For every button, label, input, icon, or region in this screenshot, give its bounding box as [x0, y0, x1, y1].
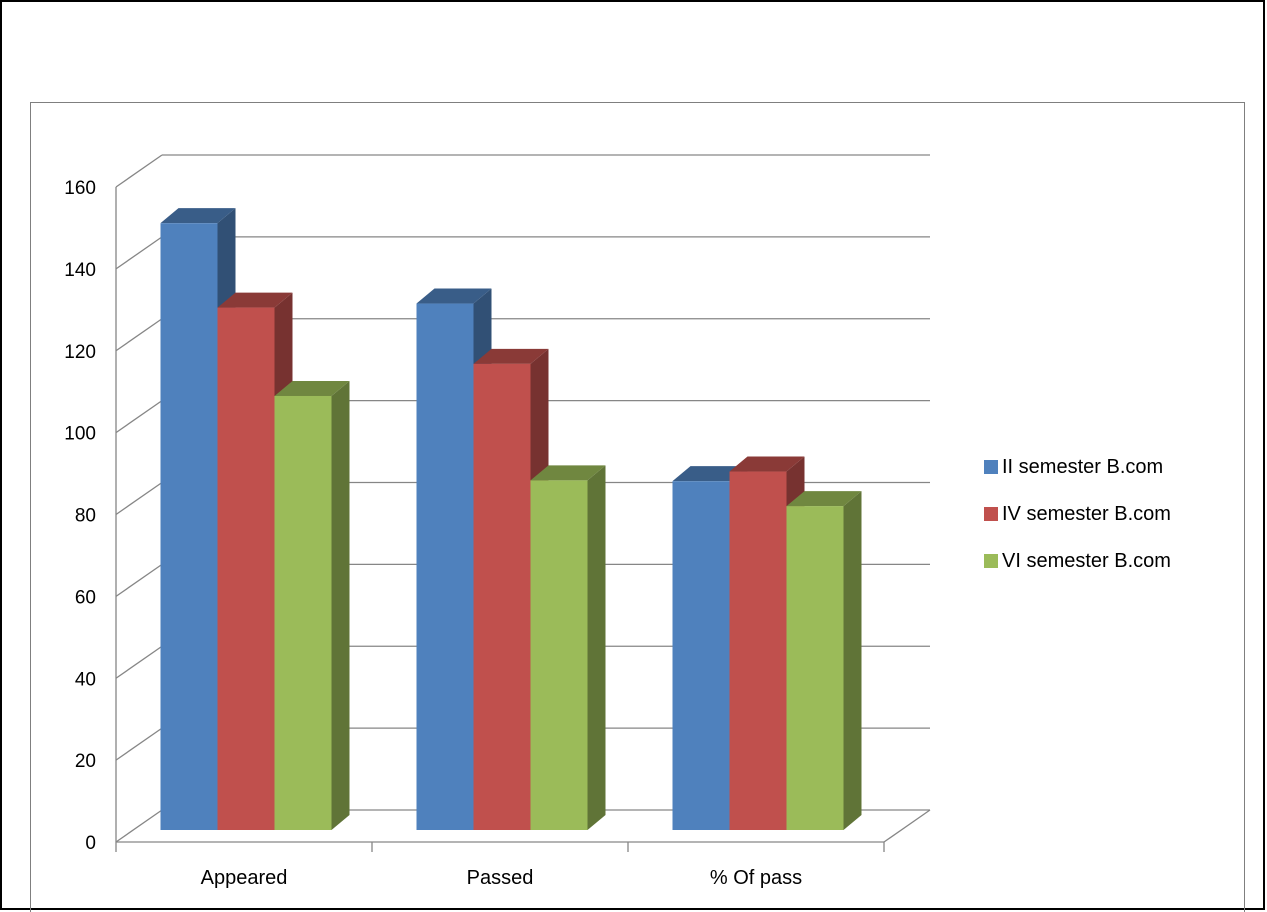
- bar-front-face: [786, 506, 844, 830]
- y-tick-label: 160: [64, 178, 96, 199]
- axes: [115, 187, 931, 852]
- gridline-side: [115, 318, 163, 352]
- gridline-side: [115, 809, 163, 843]
- legend-label: II semester B.com: [1002, 456, 1163, 478]
- y-tick-label: 40: [75, 669, 96, 690]
- legend-swatch: [984, 460, 998, 474]
- gridline-side: [115, 727, 163, 761]
- gridline-side: [115, 236, 163, 270]
- legend-swatch: [984, 507, 998, 521]
- bar-top-face: [473, 348, 549, 364]
- bar-side-face: [843, 491, 862, 830]
- bar: [530, 465, 606, 830]
- bar-top-face: [160, 208, 236, 224]
- bar-front-face: [473, 363, 531, 830]
- legend-label: IV semester B.com: [1002, 503, 1171, 525]
- bar-side-face: [587, 465, 606, 830]
- gridline-side: [115, 645, 163, 679]
- y-tick-label: 80: [75, 506, 96, 527]
- bar-front-face: [274, 395, 332, 830]
- legend-label: VI semester B.com: [1002, 550, 1171, 572]
- bar-front-face: [217, 307, 275, 830]
- bar-side-face: [331, 380, 350, 830]
- y-tick-label: 0: [85, 833, 96, 854]
- bar-top-face: [786, 491, 862, 507]
- x-category-label: Passed: [467, 867, 534, 889]
- y-tick-label: 120: [64, 342, 96, 363]
- gridline-side: [115, 154, 163, 188]
- bar: [786, 491, 862, 830]
- y-tick-label: 20: [75, 751, 96, 772]
- y-tick-label: 60: [75, 587, 96, 608]
- bar-front-face: [416, 303, 474, 830]
- gridline-side: [115, 481, 163, 516]
- bar: [274, 380, 350, 830]
- y-tick-label: 140: [64, 260, 96, 281]
- bar-front-face: [530, 480, 588, 830]
- bar-front-face: [729, 471, 787, 830]
- floor-right-edge: [883, 809, 931, 843]
- y-tick-label: 100: [64, 424, 96, 445]
- legend-swatch: [984, 554, 998, 568]
- bar-top-face: [274, 380, 350, 396]
- legend: II semester B.com IV semester B.com VI sem…: [984, 456, 1171, 572]
- y-axis-ticks: 0 20 40 60 80 100 120 140 160: [64, 178, 96, 854]
- legend-item: VI semester B.com: [984, 550, 1171, 572]
- bars: [160, 208, 862, 830]
- bar-front-face: [160, 223, 218, 830]
- chart-area: [30, 102, 1245, 912]
- bar-top-face: [530, 465, 606, 481]
- gridline-side: [115, 563, 163, 597]
- x-axis-labels: Appeared Passed % Of pass: [201, 867, 803, 889]
- legend-item: IV semester B.com: [984, 503, 1171, 525]
- bar-top-face: [217, 292, 293, 308]
- gridline-side: [115, 400, 163, 434]
- x-category-label: Appeared: [201, 867, 288, 889]
- bar-top-face: [416, 288, 492, 304]
- legend-item: II semester B.com: [984, 456, 1163, 478]
- x-category-label: % Of pass: [710, 867, 802, 889]
- bar-front-face: [672, 481, 730, 830]
- bar-top-face: [672, 466, 748, 482]
- bar-top-face: [729, 456, 805, 472]
